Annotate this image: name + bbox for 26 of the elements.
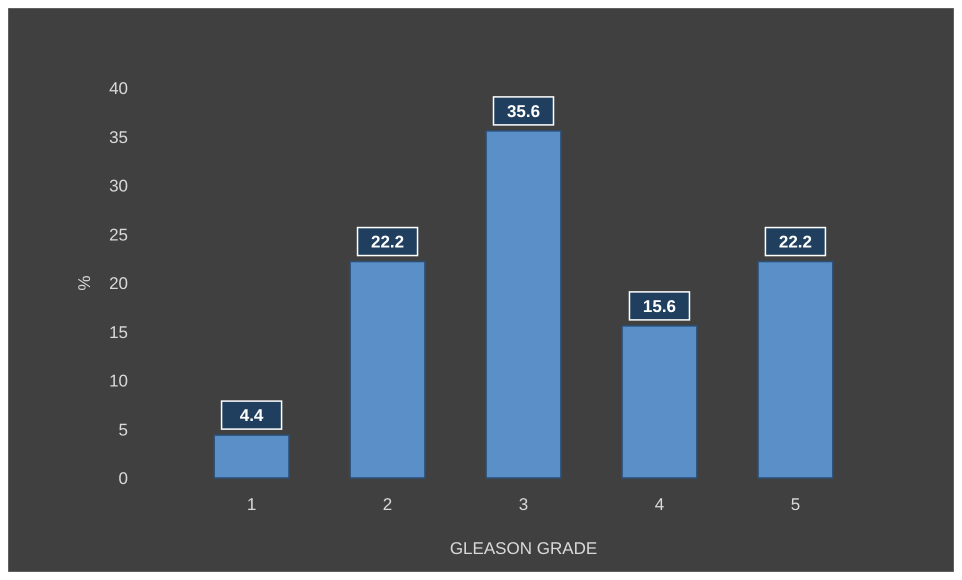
y-tick-label: 0 bbox=[118, 469, 128, 488]
x-axis-title: GLEASON GRADE bbox=[450, 539, 598, 558]
bar bbox=[757, 260, 834, 479]
y-tick-label: 20 bbox=[109, 274, 128, 293]
bar bbox=[213, 434, 290, 479]
x-tick-label: 5 bbox=[790, 495, 800, 514]
y-axis-title: % bbox=[75, 275, 94, 291]
data-label: 4.4 bbox=[240, 406, 264, 426]
data-label: 22.2 bbox=[778, 232, 812, 252]
y-tick-label: 25 bbox=[109, 225, 128, 244]
y-tick-label: 30 bbox=[109, 176, 128, 196]
y-tick-label: 35 bbox=[109, 128, 128, 147]
y-tick-label: 5 bbox=[118, 420, 128, 440]
x-tick-label: 3 bbox=[518, 495, 528, 514]
bar bbox=[621, 325, 698, 479]
y-tick-label: 40 bbox=[109, 79, 128, 98]
x-tick-label: 1 bbox=[246, 495, 256, 514]
y-tick-label: 10 bbox=[109, 372, 128, 390]
bar bbox=[485, 130, 562, 479]
data-label: 22.2 bbox=[370, 232, 404, 252]
x-tick-label: 2 bbox=[382, 495, 392, 514]
y-tick-label: 15 bbox=[109, 322, 128, 342]
data-label: 35.6 bbox=[506, 102, 540, 121]
data-label: 15.6 bbox=[642, 296, 676, 316]
x-tick-label: 4 bbox=[654, 495, 664, 514]
bar bbox=[349, 260, 426, 479]
